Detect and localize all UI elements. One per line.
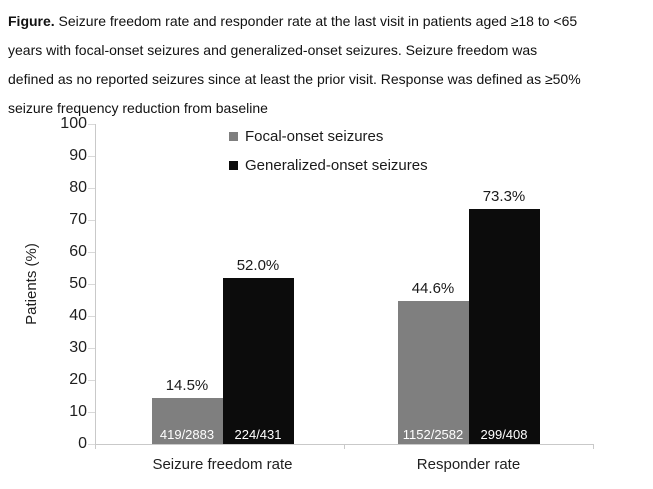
y-tick-label: 30 — [69, 339, 87, 356]
y-tick-mark — [88, 444, 95, 445]
legend-swatch-generalized — [229, 161, 238, 170]
legend-swatch-focal — [229, 132, 238, 141]
y-tick-mark — [88, 124, 95, 125]
caption-line: seizure frequency reduction from baselin… — [8, 100, 268, 116]
caption-text: Seizure freedom rate and responder rate … — [54, 13, 578, 29]
bar-chart: Patients (%) 0 10 20 30 40 50 60 70 80 90 100 14.5… — [0, 115, 653, 489]
figure-label: Figure. — [8, 13, 55, 29]
y-tick-label: 100 — [60, 115, 87, 132]
x-tick-mark — [344, 444, 345, 449]
y-tick-mark — [88, 252, 95, 253]
legend-label-generalized: Generalized-onset seizures — [245, 157, 428, 174]
legend: Focal-onset seizures Generalized-onset s… — [229, 127, 428, 185]
y-tick-label: 70 — [69, 211, 87, 228]
y-tick-label: 80 — [69, 179, 87, 196]
y-axis-line — [95, 124, 96, 444]
bar-count-label: 1152/2582 — [402, 427, 464, 442]
bar-focal-responder — [397, 301, 469, 444]
x-category-label: Responder rate — [416, 456, 521, 473]
x-tick-mark — [593, 444, 594, 449]
y-tick-mark — [88, 380, 95, 381]
caption-line: defined as no reported seizures since at… — [8, 71, 581, 87]
x-category-label: Seizure freedom rate — [152, 456, 293, 473]
bar-value-label: 73.3% — [482, 188, 526, 206]
y-tick-mark — [88, 284, 95, 285]
y-tick-label: 40 — [69, 307, 87, 324]
legend-label-focal: Focal-onset seizures — [245, 128, 384, 145]
bar-generalized-seizure-freedom — [222, 277, 294, 444]
y-tick-label: 60 — [69, 243, 87, 260]
legend-item-focal: Focal-onset seizures — [229, 127, 428, 146]
legend-item-generalized: Generalized-onset seizures — [229, 156, 428, 175]
y-tick-mark — [88, 316, 95, 317]
figure-caption: Figure. Seizure freedom rate and respond… — [8, 7, 648, 123]
y-tick-label: 50 — [69, 275, 87, 292]
y-tick-label: 90 — [69, 147, 87, 164]
y-tick-label: 20 — [69, 371, 87, 388]
y-tick-mark — [88, 348, 95, 349]
y-tick-mark — [88, 412, 95, 413]
bar-focal-seizure-freedom — [151, 397, 223, 444]
bar-count-label: 299/408 — [480, 427, 528, 442]
y-tick-label: 0 — [78, 435, 87, 452]
y-tick-mark — [88, 156, 95, 157]
caption-line: years with focal-onset seizures and gene… — [8, 42, 538, 58]
bar-value-label: 44.6% — [411, 280, 455, 298]
bar-value-label: 52.0% — [236, 256, 280, 274]
y-tick-label: 10 — [69, 403, 87, 420]
bar-value-label: 14.5% — [165, 376, 209, 394]
x-tick-mark — [95, 444, 96, 449]
bar-count-label: 224/431 — [234, 427, 282, 442]
bar-count-label: 419/2883 — [159, 427, 215, 442]
caption-line: Figure. Seizure freedom rate and respond… — [8, 7, 648, 36]
y-tick-mark — [88, 220, 95, 221]
y-tick-mark — [88, 188, 95, 189]
bar-generalized-responder — [468, 209, 540, 444]
